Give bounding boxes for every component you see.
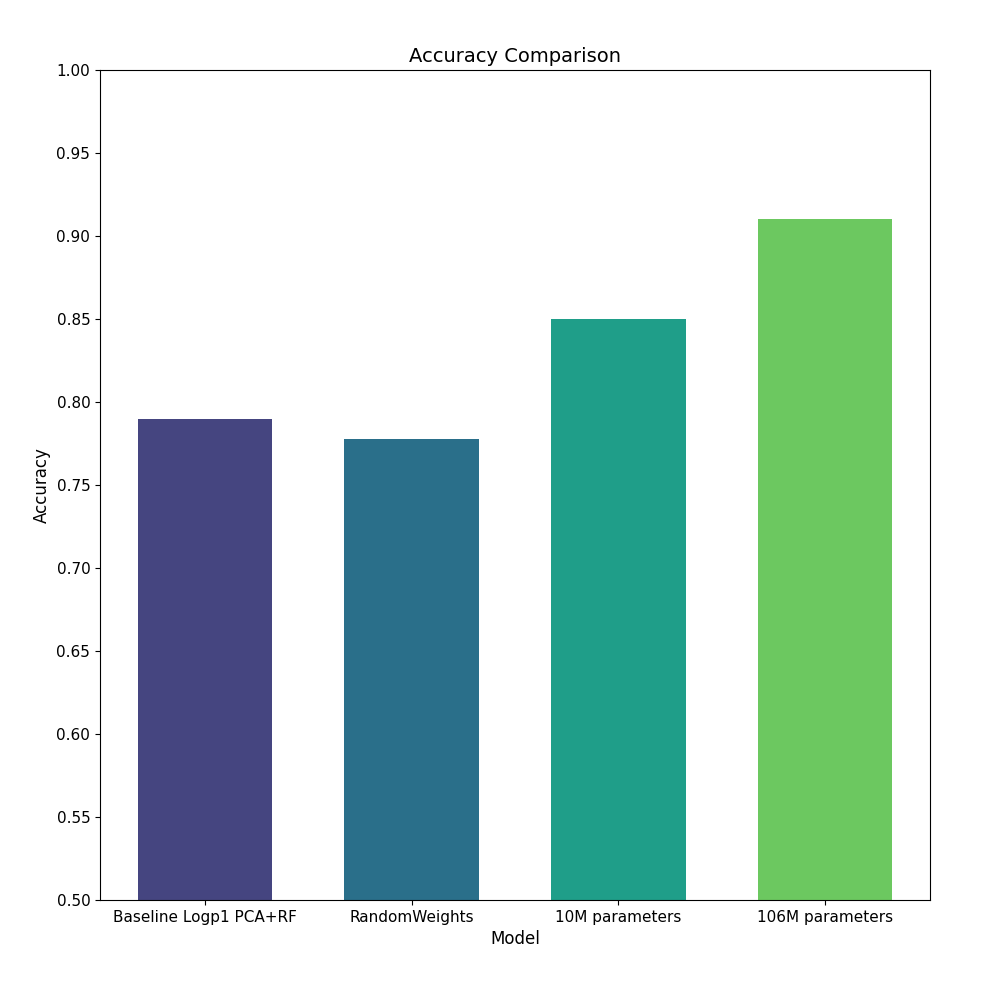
Y-axis label: Accuracy: Accuracy [33, 447, 51, 523]
Bar [344, 439, 479, 900]
Title: Accuracy Comparison: Accuracy Comparison [409, 47, 621, 66]
Bar [758, 219, 892, 900]
X-axis label: Model: Model [490, 930, 540, 948]
Bar [551, 319, 686, 900]
Bar [138, 419, 272, 900]
